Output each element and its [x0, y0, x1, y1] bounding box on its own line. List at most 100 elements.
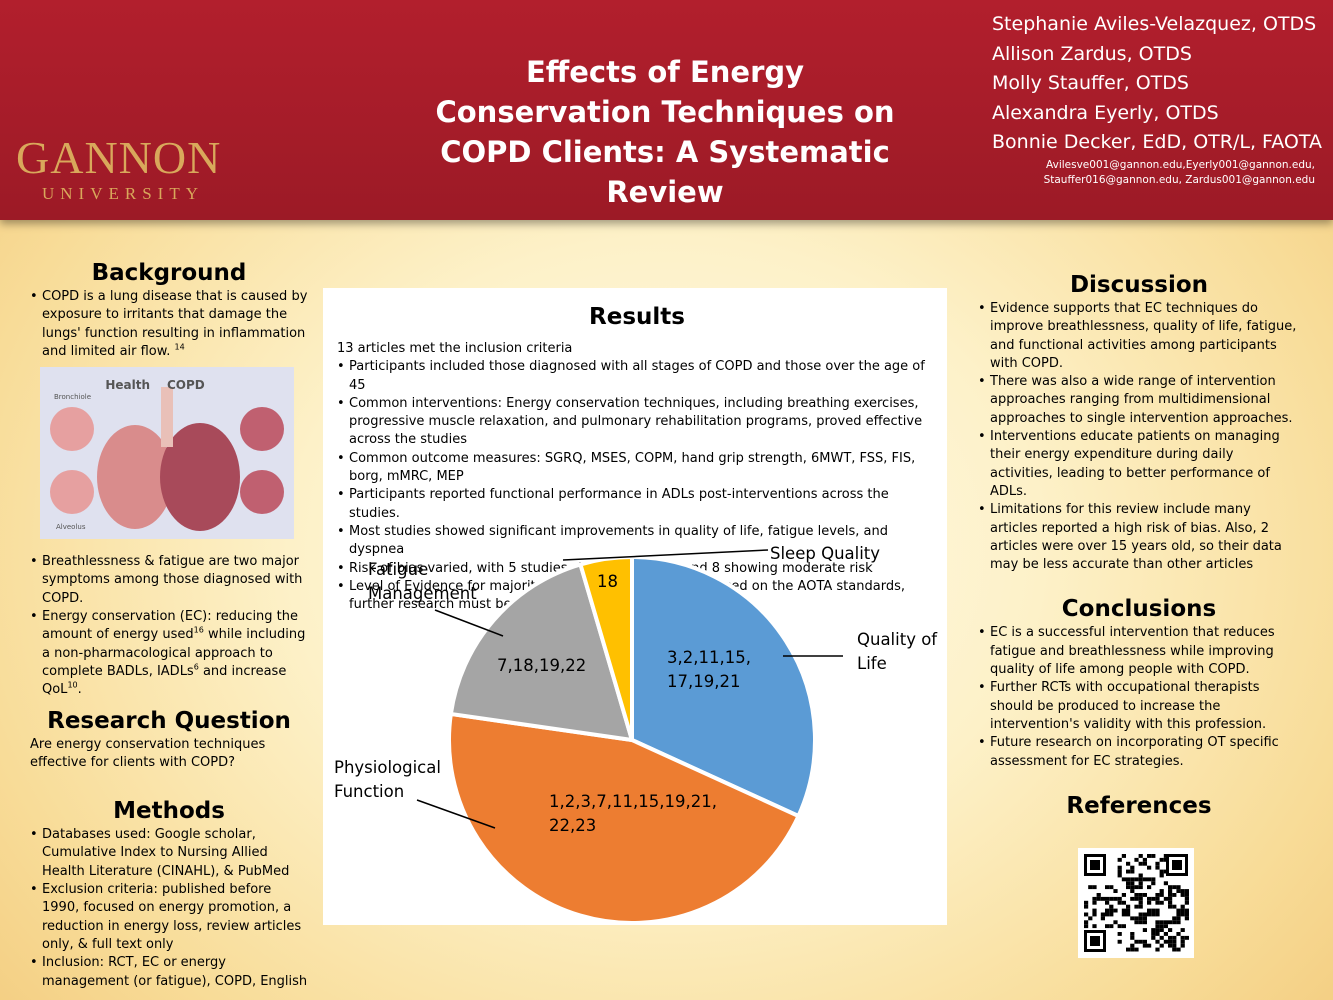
- lung: [97, 425, 173, 530]
- slice-label: 3,2,11,15, 17,19,21: [667, 648, 751, 691]
- qr-module: [1155, 908, 1160, 913]
- qr-module: [1184, 935, 1189, 940]
- qr-module: [1084, 904, 1089, 909]
- results-panel: Results 13 articles met the inclusion cr…: [323, 288, 947, 925]
- qr-module: [1138, 854, 1143, 858]
- qr-module: [1105, 912, 1110, 917]
- qr-module: [1105, 885, 1110, 890]
- qr-module: [1130, 932, 1135, 936]
- qr-module: [1172, 893, 1177, 897]
- qr-module: [1142, 939, 1147, 944]
- qr-module: [1163, 932, 1168, 936]
- qr-module: [1105, 900, 1110, 905]
- qr-module: [1163, 896, 1168, 901]
- qr-module: [1176, 920, 1181, 925]
- qr-module: [1155, 912, 1160, 917]
- qr-module: [1138, 861, 1143, 866]
- qr-module: [1109, 904, 1114, 909]
- line: Stephanie Aviles-Velazquez, OTDS: [992, 13, 1317, 35]
- qr-code[interactable]: [1078, 848, 1194, 958]
- qr-module: [1092, 900, 1097, 905]
- qr-module: [1117, 932, 1122, 936]
- list: Databases used: Google scholar, Cumulati…: [30, 826, 308, 991]
- qr-finder: [1090, 860, 1100, 870]
- category-label: Physiological Function: [334, 758, 441, 801]
- qr-module: [1176, 912, 1181, 917]
- qr-module: [1138, 885, 1143, 890]
- qr-module: [1142, 893, 1147, 897]
- qr-module: [1113, 889, 1118, 893]
- logo-name: GANNON: [16, 132, 222, 183]
- bullet: Participants included those diagnosed wi…: [337, 358, 937, 395]
- line: Avilesve001@gannon.edu,Eyerly001@gannon.…: [1046, 159, 1315, 171]
- qr-module: [1155, 924, 1160, 929]
- qr-module: [1172, 904, 1177, 909]
- text: Breathlessness & fatigue are two major s…: [42, 554, 303, 606]
- qr-module: [1155, 939, 1160, 944]
- qr-module: [1184, 912, 1189, 917]
- qr-module: [1180, 893, 1185, 897]
- bullet: Breathlessness & fatigue are two major s…: [30, 553, 308, 608]
- qr-module: [1126, 869, 1131, 874]
- list: Breathlessness & fatigue are two major s…: [30, 553, 308, 699]
- list: EC is a successful intervention that red…: [978, 624, 1300, 770]
- qr-module: [1126, 904, 1131, 909]
- qr-module: [1121, 924, 1126, 929]
- qr-module: [1138, 916, 1143, 921]
- line: Alexandra Eyerly, OTDS: [992, 101, 1219, 124]
- qr-module: [1155, 947, 1160, 952]
- text: while including a non-pharmacological ap…: [42, 627, 306, 679]
- bullet: EC is a successful intervention that red…: [978, 624, 1300, 679]
- line: Stauffer016@gannon.edu, Zardus001@gannon…: [1043, 174, 1315, 186]
- heading: Discussion: [1069, 272, 1209, 298]
- qr-module: [1142, 916, 1147, 921]
- text: .: [77, 682, 82, 698]
- bullet: Participants reported functional perform…: [337, 486, 937, 523]
- heading: Methods: [113, 798, 225, 825]
- qr-module: [1134, 896, 1139, 901]
- qr-module: [1147, 865, 1152, 870]
- lung: [160, 423, 240, 532]
- qr-module: [1151, 908, 1156, 913]
- qr-module: [1159, 869, 1164, 874]
- qr-module: [1121, 893, 1126, 897]
- qr-module: [1180, 908, 1185, 913]
- qr-module: [1092, 912, 1097, 917]
- qr-module: [1172, 920, 1177, 925]
- qr-module: [1092, 896, 1097, 901]
- superscript: 16: [193, 626, 204, 636]
- qr-module: [1126, 947, 1131, 952]
- qr-module: [1134, 947, 1139, 952]
- bullet: Databases used: Google scholar, Cumulati…: [30, 826, 308, 881]
- qr-module: [1159, 943, 1164, 948]
- qr-module: [1121, 900, 1126, 905]
- qr-module: [1126, 861, 1131, 866]
- qr-module: [1147, 943, 1152, 948]
- image-label: Bronchiole: [54, 393, 91, 401]
- image-label: Alveolus: [56, 523, 86, 531]
- qr-module: [1134, 857, 1139, 862]
- lung-image: Health COPD Bronchiole Alveolus: [40, 367, 294, 540]
- qr-module: [1117, 869, 1122, 874]
- list: Evidence supports that EC techniques do …: [978, 300, 1300, 574]
- qr-module: [1168, 928, 1173, 932]
- qr-module: [1155, 900, 1160, 905]
- qr-module: [1126, 908, 1131, 913]
- qr-module: [1142, 857, 1147, 862]
- qr-module: [1121, 912, 1126, 917]
- qr-module: [1138, 920, 1143, 925]
- qr-module: [1168, 900, 1173, 905]
- qr-module: [1168, 893, 1173, 897]
- alveolus: [50, 470, 94, 515]
- qr-module: [1163, 869, 1168, 874]
- pie-slice: [447, 711, 802, 925]
- qr-module: [1159, 873, 1164, 878]
- qr-module: [1176, 916, 1181, 921]
- qr-module: [1168, 943, 1173, 948]
- qr-module: [1121, 908, 1126, 913]
- heading: Research Question: [47, 707, 291, 734]
- superscript: 10: [67, 680, 78, 690]
- qr-module: [1138, 904, 1143, 909]
- pie-slice: [630, 554, 817, 819]
- qr-module: [1168, 885, 1173, 890]
